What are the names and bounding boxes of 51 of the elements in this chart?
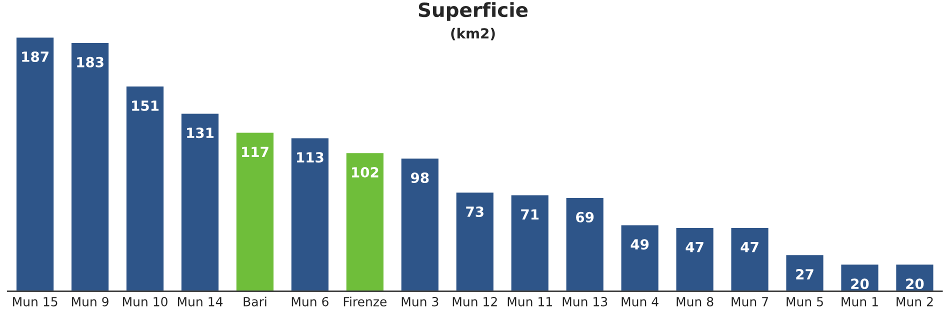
x-tick-label: Firenze xyxy=(344,296,387,306)
data-label: 113 xyxy=(297,152,324,163)
data-label: 27 xyxy=(796,269,814,280)
data-label: 187 xyxy=(22,51,48,62)
bar xyxy=(70,42,110,292)
data-label: 98 xyxy=(410,172,429,183)
x-tick-label: Mun 13 xyxy=(562,296,608,306)
data-label: 102 xyxy=(352,167,378,178)
x-tick-label: Mun 1 xyxy=(842,297,878,306)
bar xyxy=(564,196,605,292)
data-label: 49 xyxy=(630,239,649,250)
bar xyxy=(730,226,770,292)
x-tick-label: Mun 5 xyxy=(786,297,823,306)
x-tick-label: Mun 15 xyxy=(13,297,58,306)
chart-title: Superficie xyxy=(418,2,528,21)
data-label: 73 xyxy=(466,206,484,217)
x-tick-label: Mun 3 xyxy=(402,296,438,306)
bar xyxy=(784,254,825,292)
x-tick-label: Mun 14 xyxy=(178,297,223,306)
bar xyxy=(235,131,275,292)
bar xyxy=(454,191,495,292)
bar xyxy=(620,224,660,292)
x-tick-label: Mun 10 xyxy=(122,296,168,306)
data-label: 117 xyxy=(242,146,268,157)
bar xyxy=(510,194,550,292)
x-tick-label: Mun 9 xyxy=(72,296,108,306)
data-label: 131 xyxy=(187,128,214,138)
data-label: 20 xyxy=(851,278,869,290)
x-tick-label: Mun 7 xyxy=(732,297,768,306)
x-tick-label: Mun 12 xyxy=(452,296,497,306)
bar xyxy=(344,152,385,292)
x-tick-label: Mun 2 xyxy=(896,296,933,306)
x-tick-label: Mun 8 xyxy=(676,296,714,306)
x-tick-label: Mun 4 xyxy=(622,297,658,306)
data-label: 69 xyxy=(576,212,594,222)
data-label: 71 xyxy=(521,209,539,220)
data-label: 183 xyxy=(77,56,104,68)
bar xyxy=(180,112,220,292)
bar xyxy=(400,157,440,292)
bar xyxy=(674,226,715,292)
data-label: 20 xyxy=(906,278,924,290)
x-tick-label: Mun 6 xyxy=(292,296,328,306)
bar xyxy=(15,36,55,292)
x-tick-label: Bari xyxy=(244,296,266,306)
bar xyxy=(290,136,330,292)
bar xyxy=(125,85,165,292)
data-label: 151 xyxy=(132,100,159,111)
x-tick-label: Mun 11 xyxy=(508,297,552,306)
data-label: 47 xyxy=(686,242,704,252)
data-label: 47 xyxy=(740,242,758,252)
chart-subtitle: (km2) xyxy=(451,28,495,40)
